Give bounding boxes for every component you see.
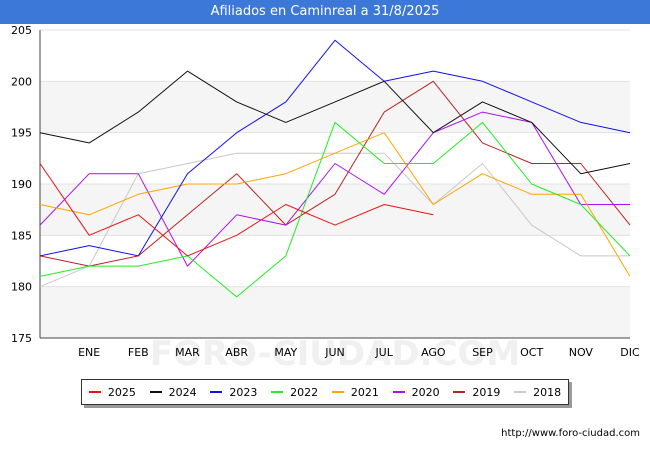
y-tick-label: 195 [11,127,32,140]
y-tick-label: 200 [11,75,32,88]
legend-label: 2019 [472,385,501,399]
chart-title: Afiliados en Caminreal a 31/8/2025 [0,0,650,24]
grid-band [40,81,630,133]
watermark-text: FORO-CIUDAD.COM [150,334,521,374]
legend-item-2025: 2025 [88,385,136,399]
x-tick-label: MAR [175,346,200,359]
legend-label: 2024 [168,385,197,399]
legend-label: 2018 [533,385,562,399]
x-tick-label: DIC [620,346,640,359]
chart-legend: 2025 2024 2023 2022 2021 2020 2019 2018 [81,379,569,405]
legend-swatch [149,391,162,393]
series-line-2025 [39,163,434,257]
legend-item-2022: 2022 [271,386,318,399]
series-line-2024 [39,70,631,175]
x-tick-label: ENE [78,346,100,359]
y-tick-label: 185 [11,229,32,242]
legend-label: 2020 [411,385,440,399]
legend-swatch [514,391,527,393]
y-tick-label: 175 [11,332,32,345]
x-tick-label: NOV [569,346,594,359]
legend-item-2018: 2018 [514,386,561,399]
x-tick-label: SEP [472,346,493,359]
series-line-2021 [39,132,631,277]
legend-item-2023: 2023 [210,386,257,399]
legend-swatch [392,391,405,393]
legend-item-2020: 2020 [392,385,440,399]
legend-item-2019: 2019 [453,386,500,399]
legend-swatch [88,391,101,393]
legend-label: 2023 [229,385,258,399]
x-tick-label: FEB [128,346,149,359]
series-line-2022 [39,121,631,298]
x-tick-label: OCT [520,346,543,359]
legend-swatch [331,391,344,393]
legend-swatch [453,391,466,393]
legend-swatch [210,391,223,393]
grid-band [40,286,630,338]
legend-label: 2025 [107,385,136,399]
grid-band [40,184,630,236]
source-url: http://www.foro-ciudad.com [501,428,640,439]
legend-label: 2021 [350,385,379,399]
x-tick-label: JUN [324,346,345,359]
y-tick-label: 180 [11,281,32,294]
x-tick-label: JUL [374,346,393,359]
legend-item-2024: 2024 [149,385,197,399]
x-tick-label: MAY [274,346,297,359]
y-tick-label: 205 [11,24,32,37]
legend-item-2021: 2021 [331,385,379,399]
x-tick-label: AGO [421,346,446,359]
legend-swatch [271,391,284,393]
y-tick-label: 190 [11,178,32,191]
series-line-2023 [39,39,631,257]
x-tick-label: ABR [225,346,248,359]
legend-label: 2022 [290,385,319,399]
